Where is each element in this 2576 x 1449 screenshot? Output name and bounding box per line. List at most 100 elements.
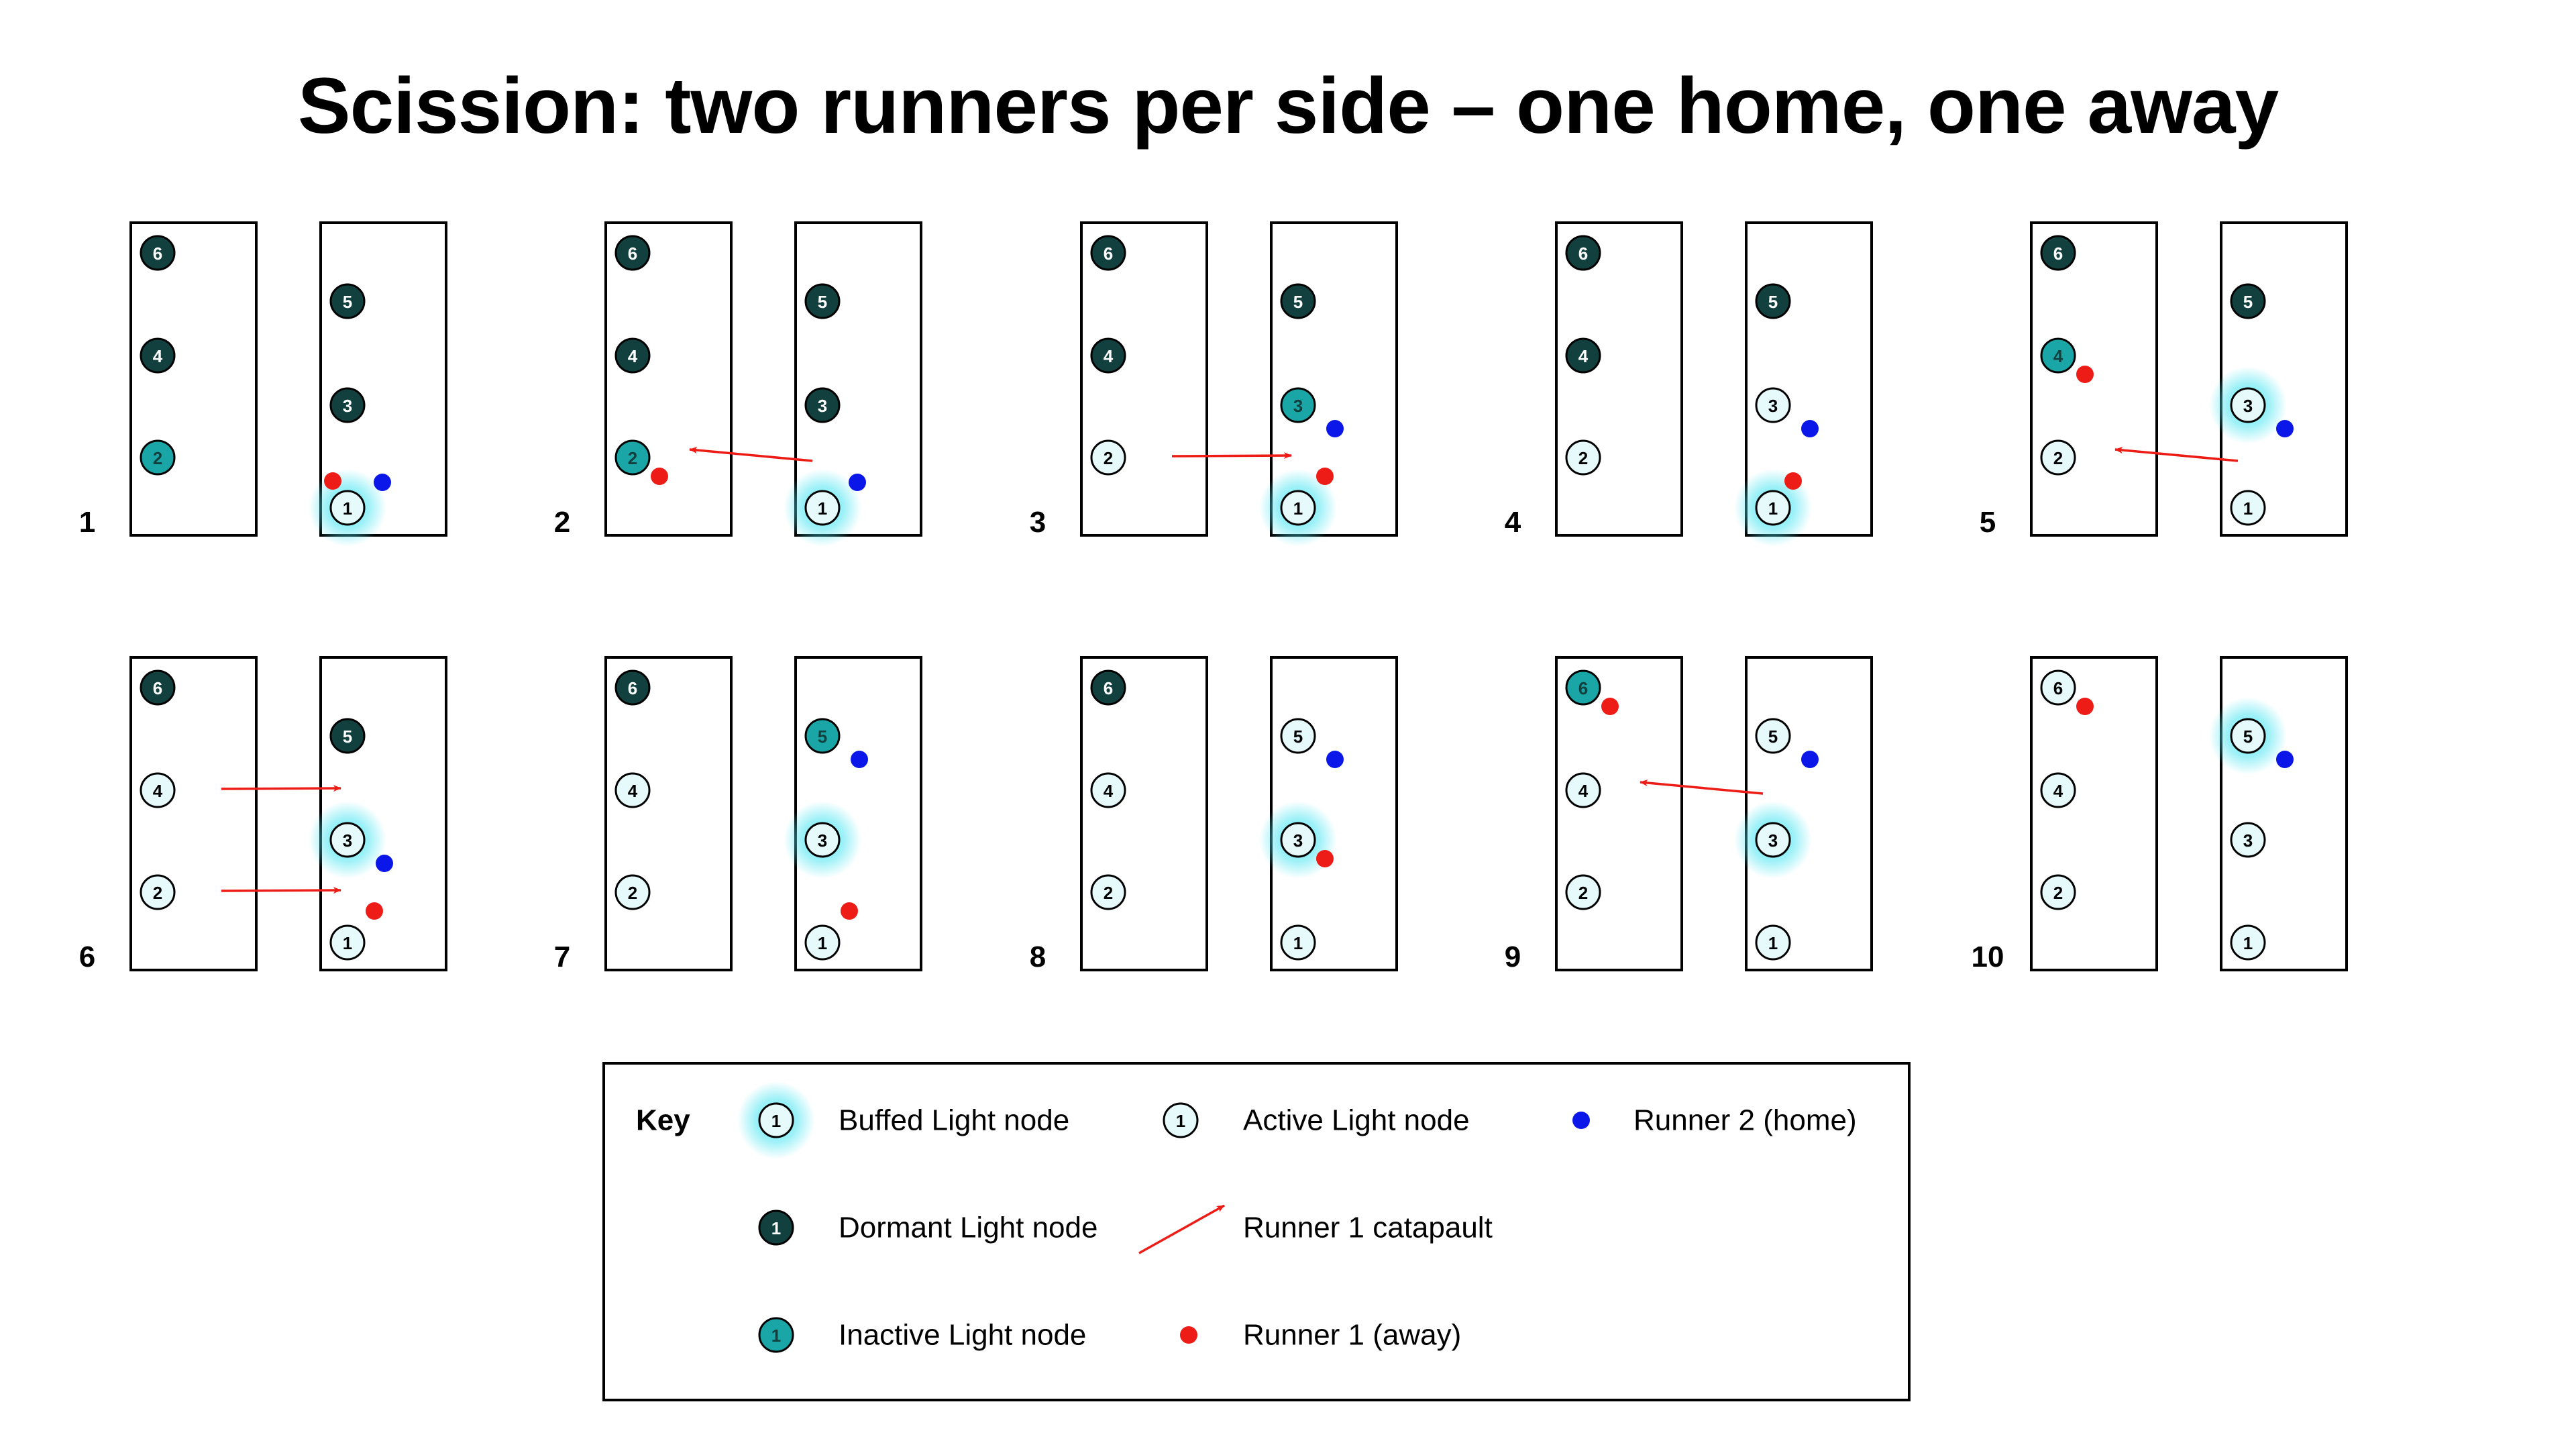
light-node-1: 1	[2230, 490, 2266, 526]
active-node-circle	[2040, 874, 2076, 910]
node-number: 3	[343, 830, 352, 851]
node-number: 5	[343, 727, 352, 747]
light-node-5: 5	[329, 283, 366, 319]
light-node-1: 1	[2230, 924, 2266, 961]
runner-away	[366, 902, 383, 920]
buffed-node-circle	[804, 490, 841, 526]
node-number: 2	[153, 448, 162, 468]
active-node-circle	[329, 924, 366, 961]
light-node-1: 1	[1280, 924, 1316, 961]
runner-away	[1316, 468, 1334, 485]
step-panel-7: 7 6 4 2 5 3 1	[554, 656, 922, 973]
light-node-4: 4	[140, 337, 176, 374]
light-node-4: 4	[140, 772, 176, 808]
light-node-3: 3	[804, 387, 841, 423]
buffed-node-circle	[329, 822, 366, 858]
node-number: 3	[1293, 830, 1303, 851]
node-number: 4	[1104, 346, 1114, 366]
runner-home	[2276, 420, 2294, 437]
light-node-4: 4	[1090, 337, 1126, 374]
catapult-arrow	[1640, 780, 1764, 795]
node-number: 3	[2243, 396, 2253, 416]
node-number: 1	[1768, 498, 1778, 519]
light-node-5: 5	[1280, 283, 1316, 319]
active-node-circle	[1565, 439, 1601, 476]
step-number-label: 5	[1980, 506, 1996, 539]
light-node-3: 3	[784, 801, 861, 879]
light-node-6: 6	[140, 669, 176, 706]
node-number: 4	[2053, 781, 2063, 801]
key-catapult-label: Runner 1 catapault	[1243, 1212, 1493, 1244]
dormant-node-circle	[1755, 283, 1791, 319]
key-dormant-icon: 1	[758, 1210, 794, 1246]
light-node-2: 2	[140, 874, 176, 910]
node-number: 4	[628, 346, 638, 366]
node-number: 2	[1578, 883, 1588, 903]
node-number: 2	[1578, 448, 1588, 468]
active-node-circle	[1755, 924, 1791, 961]
runner-away	[651, 468, 668, 485]
dormant-node-circle	[804, 283, 841, 319]
node-number: 2	[2053, 883, 2063, 903]
light-node-4: 4	[1090, 772, 1126, 808]
catapult-arrow	[1171, 452, 1292, 460]
active-node-circle	[1755, 718, 1791, 754]
key-inactive-icon: 1	[758, 1317, 794, 1353]
key-dormant-label: Dormant Light node	[839, 1212, 1097, 1244]
node-number: 5	[1293, 292, 1303, 312]
light-node-2: 2	[614, 439, 651, 476]
node-number: 1	[771, 1326, 781, 1346]
runner-home	[1326, 420, 1344, 437]
active-node-circle	[1090, 874, 1126, 910]
node-number: 4	[153, 781, 163, 801]
step-panel-10: 10 6 4 2 5 3 1	[1972, 656, 2348, 973]
node-number: 4	[1104, 781, 1114, 801]
buffed-node-circle	[1755, 490, 1791, 526]
node-number: 3	[1768, 396, 1778, 416]
dormant-node-circle	[2230, 283, 2266, 319]
active-node-circle	[2230, 490, 2266, 526]
inactive-node-circle	[1280, 387, 1316, 423]
light-node-6: 6	[2040, 235, 2076, 271]
buffed-node-circle	[1755, 822, 1791, 858]
buffed-node-circle	[758, 1102, 794, 1138]
light-node-5: 5	[329, 718, 366, 754]
left-node-column	[604, 656, 733, 971]
active-node-circle	[2230, 924, 2266, 961]
active-node-circle	[1163, 1102, 1199, 1138]
buffed-node-circle	[329, 490, 366, 526]
light-node-1: 1	[804, 924, 841, 961]
dormant-node-circle	[758, 1210, 794, 1246]
dormant-node-circle	[1090, 235, 1126, 271]
inactive-node-circle	[614, 439, 651, 476]
light-node-1: 1	[1259, 469, 1337, 547]
runner-away	[841, 902, 858, 920]
light-node-3: 3	[1280, 387, 1316, 423]
light-node-5: 5	[1755, 283, 1791, 319]
dormant-node-circle	[140, 235, 176, 271]
light-node-4: 4	[2040, 772, 2076, 808]
node-number: 6	[2053, 244, 2063, 264]
dormant-node-circle	[140, 337, 176, 374]
dormant-node-circle	[329, 283, 366, 319]
node-number: 1	[343, 933, 352, 953]
step-number-label: 3	[1030, 506, 1046, 539]
catapult-arrow	[221, 887, 341, 894]
light-node-5: 5	[1755, 718, 1791, 754]
runner-away	[1601, 698, 1619, 715]
active-node-circle	[2040, 439, 2076, 476]
light-node-2: 2	[2040, 874, 2076, 910]
step-number-label: 4	[1505, 506, 1521, 539]
light-node-4: 4	[1565, 772, 1601, 808]
runner-home	[851, 751, 868, 768]
light-node-2: 2	[1565, 439, 1601, 476]
active-node-circle	[1280, 924, 1316, 961]
light-node-4: 4	[1565, 337, 1601, 374]
dormant-node-circle	[804, 387, 841, 423]
light-node-6: 6	[614, 235, 651, 271]
node-number: 5	[2243, 727, 2253, 747]
active-node-circle	[1090, 772, 1126, 808]
buffed-node-circle	[1280, 490, 1316, 526]
node-number: 6	[1578, 244, 1588, 264]
